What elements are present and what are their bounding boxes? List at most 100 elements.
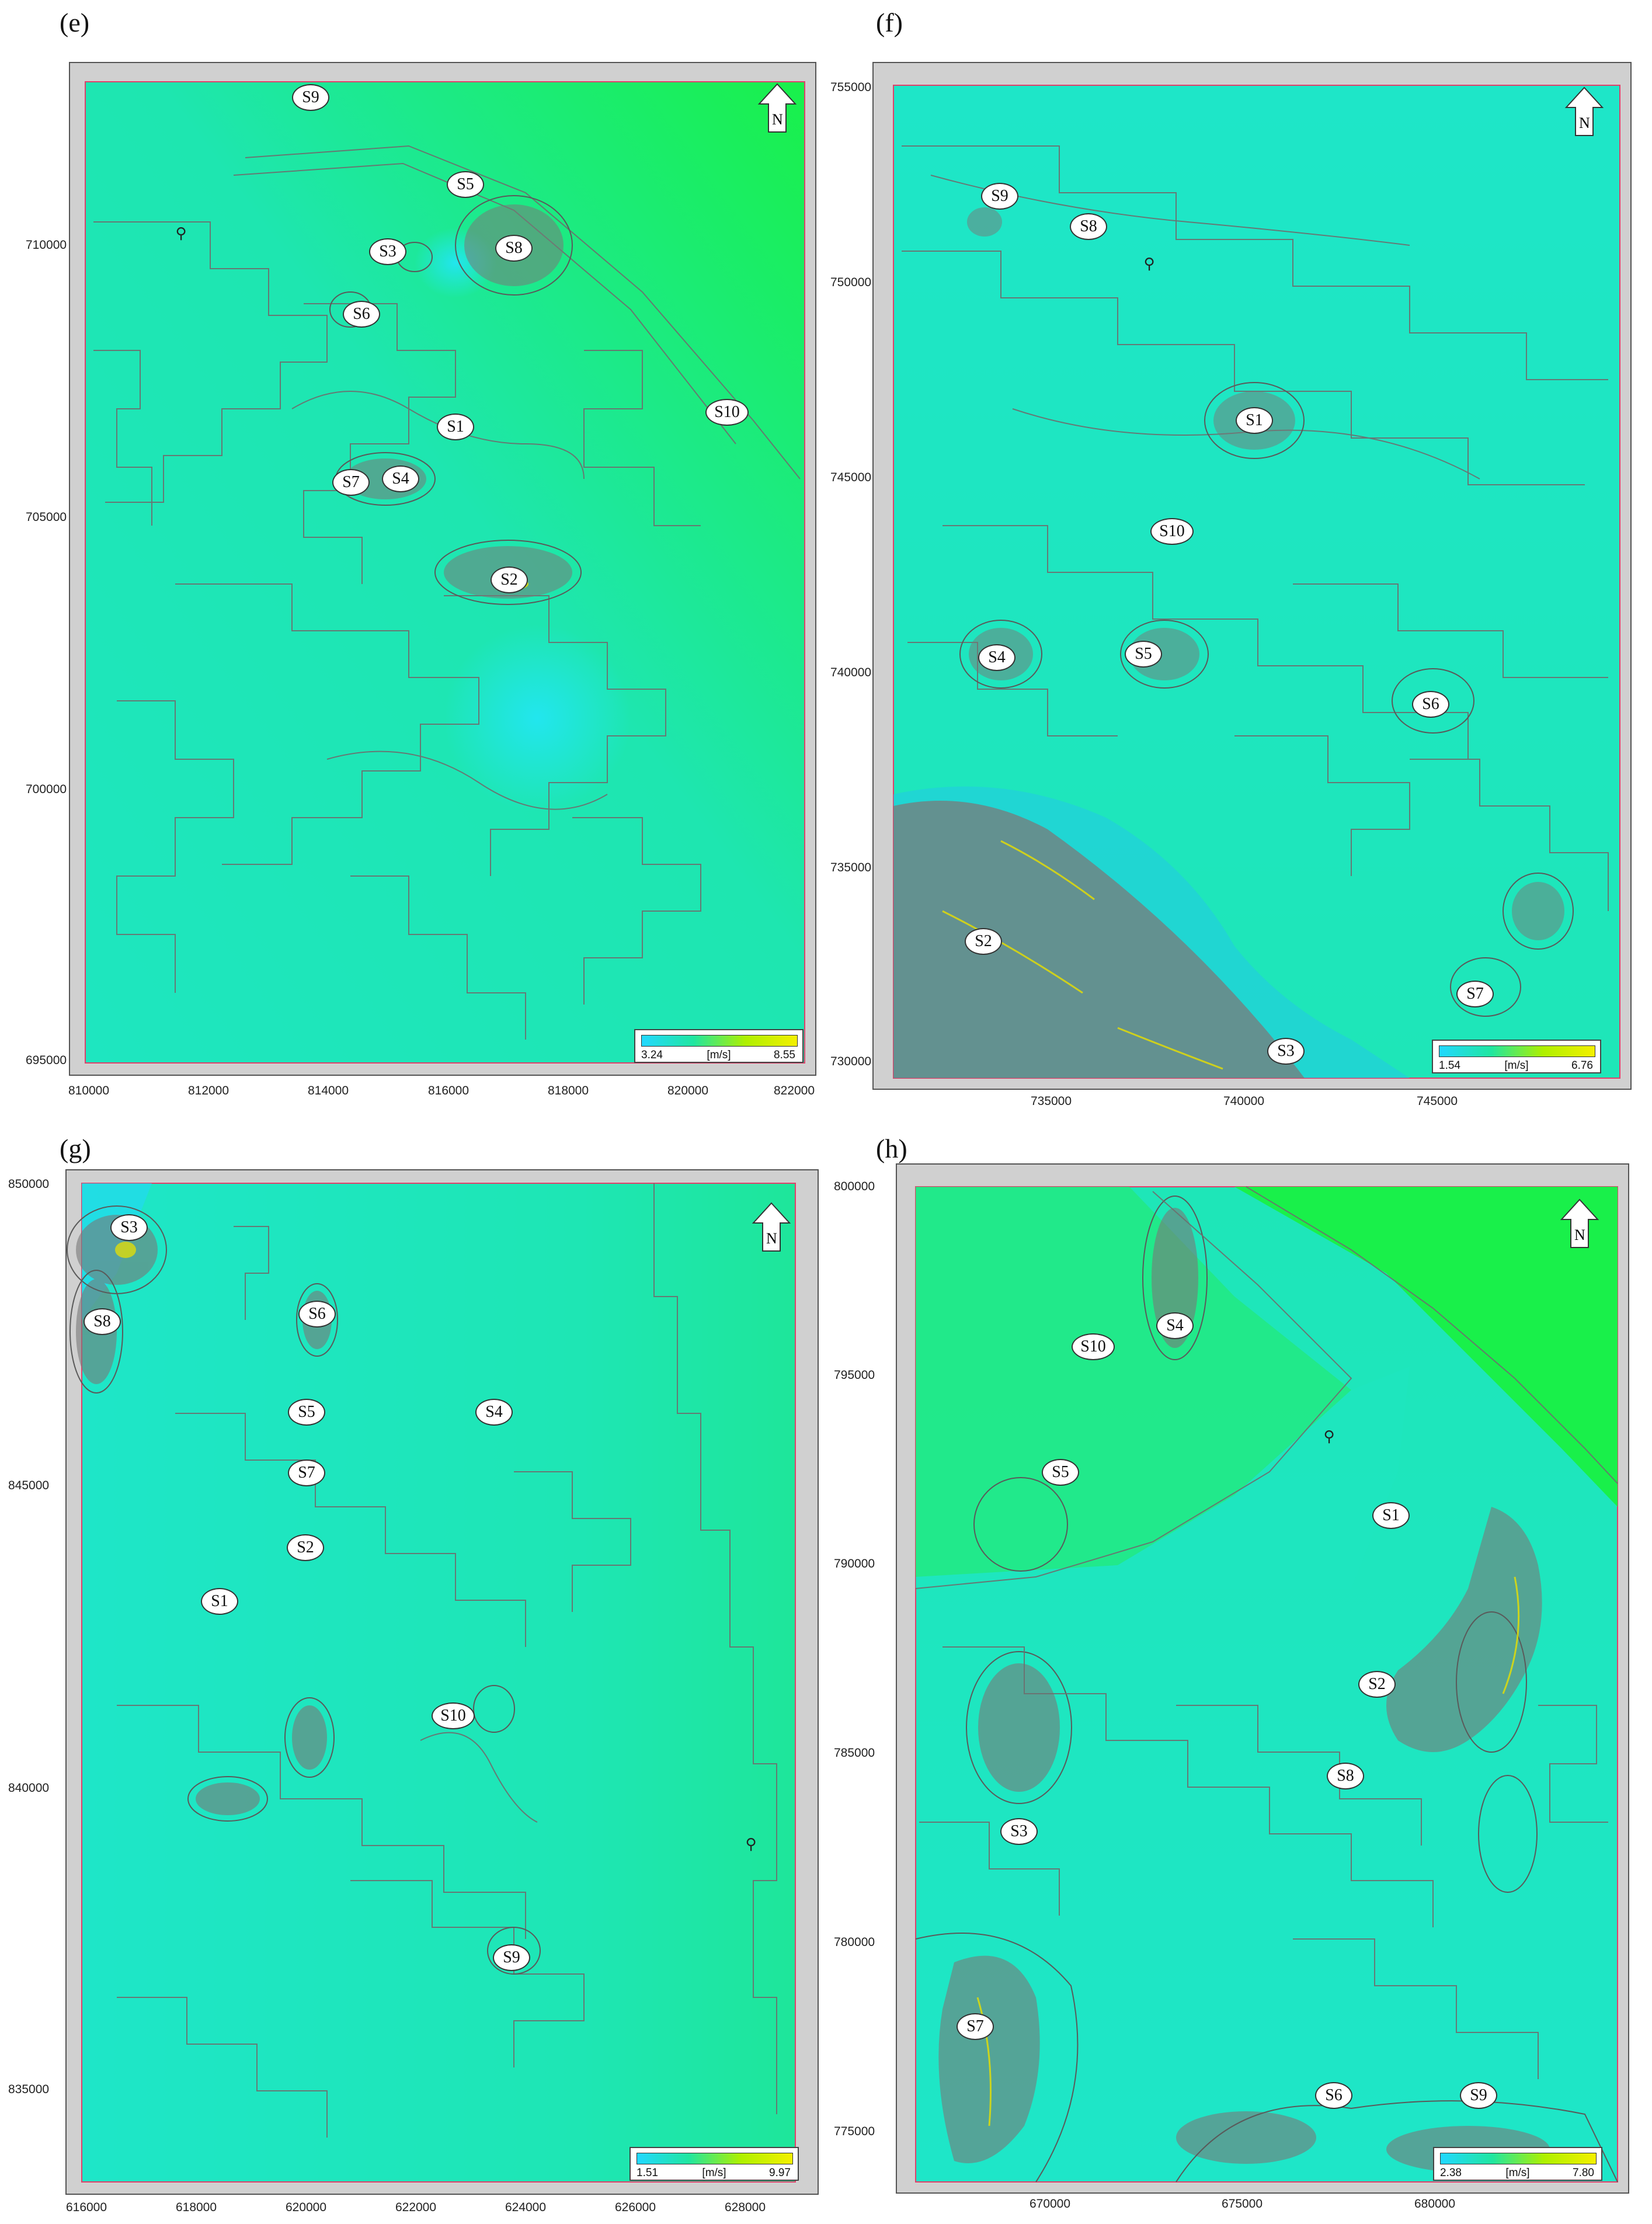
turbine-icon: ⚲ xyxy=(175,225,187,242)
site-marker: S1 xyxy=(1236,407,1273,434)
legend-max: 8.55 xyxy=(774,1049,795,1061)
panel-label: (g) xyxy=(60,1134,91,1163)
color-legend: 2.38 [m/s] 7.80 xyxy=(1433,2147,1602,2181)
y-tick: 840000 xyxy=(8,1781,50,1795)
site-marker: S4 xyxy=(978,644,1015,671)
panel-label: (e) xyxy=(60,8,90,37)
x-tick: 624000 xyxy=(505,2201,547,2214)
site-marker: S2 xyxy=(491,567,528,593)
north-label: N xyxy=(1574,1226,1585,1243)
y-tick: 785000 xyxy=(834,1746,875,1760)
north-label: N xyxy=(772,111,783,128)
panel-label: (h) xyxy=(876,1134,907,1163)
x-tick: 670000 xyxy=(1029,2197,1071,2211)
site-marker: S7 xyxy=(288,1460,325,1486)
turbine-icon: ⚲ xyxy=(1143,255,1155,273)
y-tick: 800000 xyxy=(834,1180,875,1193)
legend-max: 9.97 xyxy=(769,2167,791,2179)
site-marker: S7 xyxy=(1456,981,1494,1007)
legend-min: 3.24 xyxy=(641,1049,663,1061)
site-marker: S10 xyxy=(432,1702,475,1729)
x-tick: 735000 xyxy=(1030,1094,1072,1108)
legend-unit: [m/s] xyxy=(1504,1059,1529,1072)
color-legend: 3.24 [m/s] 8.55 xyxy=(634,1029,804,1063)
y-tick: 755000 xyxy=(830,81,872,94)
x-tick: 814000 xyxy=(307,1084,349,1097)
site-marker: S3 xyxy=(1267,1038,1305,1065)
y-tick: 790000 xyxy=(834,1557,875,1570)
north-arrow-icon xyxy=(757,83,797,133)
site-marker: S10 xyxy=(705,399,749,426)
color-legend: 1.54 [m/s] 6.76 xyxy=(1432,1040,1601,1073)
x-tick: 616000 xyxy=(65,2201,107,2214)
x-tick: 622000 xyxy=(395,2201,437,2214)
north-label: N xyxy=(766,1230,777,1247)
legend-unit: [m/s] xyxy=(702,2167,726,2179)
site-marker: S9 xyxy=(493,1944,530,1971)
legend-unit: [m/s] xyxy=(1505,2167,1530,2179)
turbine-icon: ⚲ xyxy=(745,1836,757,1853)
x-tick: 820000 xyxy=(667,1084,709,1097)
wind-speed-map xyxy=(915,1186,1618,2183)
site-marker: S9 xyxy=(292,84,329,111)
site-marker: S5 xyxy=(1125,641,1162,668)
site-marker: S2 xyxy=(1358,1671,1396,1698)
y-tick: 780000 xyxy=(834,1935,875,1949)
site-marker: S8 xyxy=(495,235,533,262)
x-tick: 816000 xyxy=(427,1084,469,1097)
site-marker: S7 xyxy=(957,2013,994,2040)
y-tick: 705000 xyxy=(26,510,67,524)
y-tick: 835000 xyxy=(8,2083,50,2096)
x-tick: 680000 xyxy=(1414,2197,1456,2211)
site-marker: S4 xyxy=(475,1399,513,1426)
site-marker: S9 xyxy=(1460,2082,1497,2109)
site-marker: S6 xyxy=(1412,691,1449,718)
wind-speed-map xyxy=(85,81,805,1064)
legend-min: 2.38 xyxy=(1440,2167,1462,2179)
x-tick: 810000 xyxy=(68,1084,110,1097)
legend-max: 6.76 xyxy=(1571,1059,1593,1072)
y-tick: 740000 xyxy=(830,666,872,679)
legend-min: 1.54 xyxy=(1439,1059,1460,1072)
site-marker: S5 xyxy=(288,1399,325,1426)
x-tick: 626000 xyxy=(614,2201,656,2214)
north-arrow-icon xyxy=(752,1202,791,1252)
site-marker: S3 xyxy=(369,238,406,265)
panel-g: (g) xyxy=(0,1121,826,2224)
north-arrow-icon xyxy=(1560,1198,1599,1248)
y-tick: 735000 xyxy=(830,861,872,874)
y-tick: 775000 xyxy=(834,2125,875,2138)
site-marker: S5 xyxy=(1042,1459,1079,1486)
y-tick: 700000 xyxy=(26,783,67,796)
site-marker: S3 xyxy=(1000,1818,1038,1845)
panel-label: (f) xyxy=(876,8,903,37)
north-arrow-icon xyxy=(1564,86,1604,136)
site-marker: S7 xyxy=(332,469,370,496)
y-tick: 730000 xyxy=(830,1055,872,1068)
legend-min: 1.51 xyxy=(637,2167,658,2179)
y-tick: 750000 xyxy=(830,276,872,289)
legend-unit: [m/s] xyxy=(707,1049,731,1061)
site-marker: S1 xyxy=(201,1588,238,1615)
y-tick: 695000 xyxy=(26,1054,67,1067)
y-tick: 710000 xyxy=(26,238,67,252)
y-tick: 845000 xyxy=(8,1479,50,1492)
site-marker: S2 xyxy=(965,928,1002,955)
site-marker: S6 xyxy=(343,301,380,328)
x-tick: 745000 xyxy=(1416,1094,1458,1108)
x-tick: 740000 xyxy=(1223,1094,1265,1108)
site-marker: S6 xyxy=(298,1301,336,1328)
panel-h: (h) xyxy=(826,1121,1652,2224)
x-tick: 812000 xyxy=(187,1084,229,1097)
site-marker: S10 xyxy=(1150,518,1194,545)
y-tick: 795000 xyxy=(834,1368,875,1382)
panel-e: (e) xyxy=(0,0,826,1110)
y-tick: 850000 xyxy=(8,1177,50,1191)
site-marker: S8 xyxy=(1327,1763,1364,1789)
site-marker: S8 xyxy=(1070,213,1107,240)
site-marker: S8 xyxy=(84,1308,121,1335)
site-marker: S9 xyxy=(981,183,1018,210)
color-legend: 1.51 [m/s] 9.97 xyxy=(630,2147,799,2181)
x-tick: 620000 xyxy=(285,2201,327,2214)
wind-speed-map xyxy=(67,1183,796,2183)
